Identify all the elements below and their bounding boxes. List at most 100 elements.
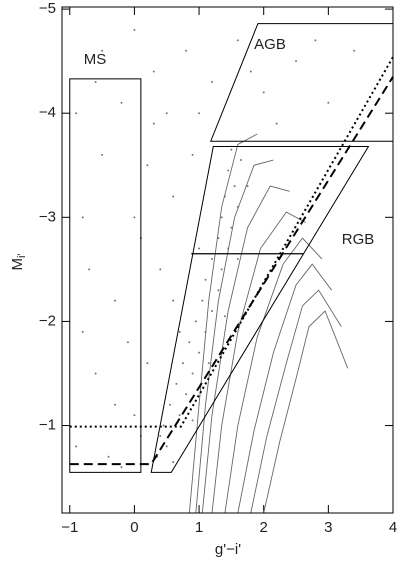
scatter-point bbox=[230, 226, 233, 229]
scatter-point bbox=[204, 278, 207, 281]
scatter-point bbox=[181, 362, 184, 365]
scatter-point bbox=[275, 122, 278, 125]
scatter-point bbox=[133, 414, 136, 417]
region-label: MS bbox=[84, 51, 107, 68]
scatter-point bbox=[159, 434, 162, 437]
scatter-point bbox=[236, 257, 239, 260]
scatter-point bbox=[217, 237, 220, 240]
scatter-point bbox=[185, 49, 188, 52]
scatter-point bbox=[198, 247, 201, 250]
scatter-point bbox=[210, 80, 213, 83]
x-tick-label: 4 bbox=[389, 519, 397, 536]
region-box bbox=[209, 23, 394, 142]
scatter-point bbox=[217, 289, 220, 292]
scatter-point bbox=[159, 268, 162, 271]
x-axis-label: g'−i' bbox=[215, 541, 241, 558]
isochrone bbox=[195, 159, 274, 514]
y-tick-label: −3 bbox=[39, 208, 56, 225]
scatter-point bbox=[75, 112, 78, 115]
scatter-point bbox=[198, 112, 201, 115]
region-label: RGB bbox=[342, 231, 375, 248]
scatter-point bbox=[246, 185, 249, 188]
scatter-point bbox=[81, 216, 84, 219]
scatter-point bbox=[133, 28, 136, 31]
scatter-point bbox=[353, 49, 356, 52]
scatter-point bbox=[249, 70, 252, 73]
scatter-point bbox=[201, 299, 204, 302]
isochrone bbox=[237, 263, 332, 514]
scatter-point bbox=[81, 330, 84, 333]
scatter-point bbox=[262, 91, 265, 94]
y-axis-label: Mi' bbox=[9, 253, 28, 270]
scatter-point bbox=[191, 372, 194, 375]
region-box bbox=[150, 146, 370, 473]
scatter-point bbox=[220, 216, 223, 219]
scatter-point bbox=[101, 153, 104, 156]
boundary-line bbox=[69, 76, 394, 466]
scatter-point bbox=[168, 403, 171, 406]
scatter-point bbox=[220, 268, 223, 271]
scatter-point bbox=[236, 39, 239, 42]
isochrone bbox=[188, 133, 258, 514]
scatter-point bbox=[165, 445, 168, 448]
region-box bbox=[69, 78, 142, 473]
scatter-point bbox=[198, 351, 201, 354]
scatter-point bbox=[327, 101, 330, 104]
scatter-point bbox=[178, 414, 181, 417]
scatter-point bbox=[120, 466, 123, 469]
scatter-point bbox=[146, 362, 149, 365]
scatter-point bbox=[94, 80, 97, 83]
scatter-point bbox=[165, 112, 168, 115]
scatter-point bbox=[120, 101, 123, 104]
scatter-point bbox=[240, 159, 243, 162]
y-tick-label: −2 bbox=[39, 312, 56, 329]
scatter-point bbox=[227, 169, 230, 172]
scatter-point bbox=[210, 257, 213, 260]
x-tick-label: 0 bbox=[130, 519, 138, 536]
scatter-point bbox=[107, 455, 110, 458]
scatter-point bbox=[152, 122, 155, 125]
scatter-point bbox=[152, 70, 155, 73]
boundary-line bbox=[69, 56, 394, 428]
scatter-point bbox=[114, 299, 117, 302]
scatter-point bbox=[114, 403, 117, 406]
scatter-point bbox=[191, 419, 194, 422]
scatter-point bbox=[172, 460, 175, 463]
scatter-point bbox=[75, 445, 78, 448]
scatter-point bbox=[162, 424, 165, 427]
scatter-point bbox=[194, 320, 197, 323]
scatter-point bbox=[146, 164, 149, 167]
x-tick-label: 2 bbox=[260, 519, 268, 536]
y-axis-label-main: M bbox=[9, 258, 26, 271]
scatter-point bbox=[172, 299, 175, 302]
scatter-point bbox=[188, 341, 191, 344]
scatter-point bbox=[178, 330, 181, 333]
isochrone bbox=[224, 237, 323, 514]
isochrone bbox=[211, 211, 306, 514]
scatter-point bbox=[314, 39, 317, 42]
scatter-point bbox=[126, 341, 129, 344]
scatter-point bbox=[175, 382, 178, 385]
scatter-point bbox=[191, 153, 194, 156]
x-tick-label: 1 bbox=[195, 519, 203, 536]
scatter-point bbox=[295, 60, 298, 63]
y-tick-label: −5 bbox=[39, 0, 56, 17]
scatter-point bbox=[210, 310, 213, 313]
scatter-point bbox=[233, 185, 236, 188]
y-tick-label: −1 bbox=[39, 417, 56, 434]
scatter-point bbox=[88, 268, 91, 271]
scatter-point bbox=[223, 315, 226, 318]
plot-frame bbox=[61, 6, 394, 514]
scatter-point bbox=[133, 216, 136, 219]
scatter-point bbox=[207, 362, 210, 365]
scatter-point bbox=[172, 195, 175, 198]
scatter-point bbox=[185, 393, 188, 396]
isochrone bbox=[201, 185, 290, 514]
x-tick-label: −1 bbox=[61, 519, 78, 536]
isochrone bbox=[250, 289, 342, 514]
scatter-point bbox=[230, 148, 233, 151]
x-tick-label: 3 bbox=[324, 519, 332, 536]
scatter-point bbox=[94, 372, 97, 375]
scatter-point bbox=[101, 49, 104, 52]
